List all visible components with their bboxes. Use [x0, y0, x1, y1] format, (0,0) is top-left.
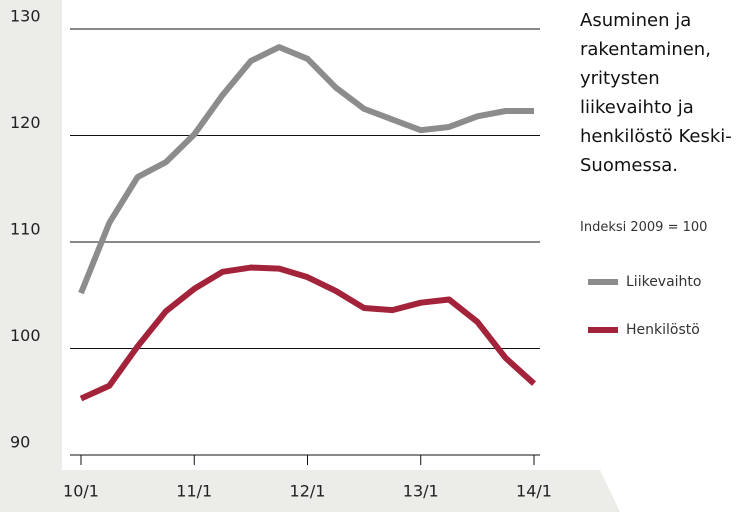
legend-item: Henkilöstö: [588, 322, 700, 338]
chart-subtitle: Indeksi 2009 = 100: [580, 220, 708, 235]
x-tick-label: 13/1: [403, 482, 439, 501]
axis-band: [40, 470, 620, 512]
y-tick-label: 110: [10, 220, 41, 239]
x-tick-label: 12/1: [290, 482, 326, 501]
y-tick-label: 90: [10, 433, 30, 452]
y-tick-label: 100: [10, 326, 41, 345]
data-line: [79, 264, 537, 402]
legend-swatch: [588, 279, 618, 285]
x-tick-label: 11/1: [176, 482, 212, 501]
legend-item: Liikevaihto: [588, 274, 701, 290]
legend-swatch: [588, 327, 618, 333]
x-tick-label: 10/1: [63, 482, 99, 501]
data-line: [78, 44, 534, 295]
legend-label: Liikevaihto: [626, 274, 702, 290]
chart-title: Asuminen ja rakentaminen, yritysten liik…: [580, 10, 732, 176]
legend-label: Henkilöstö: [626, 322, 700, 338]
y-tick-label: 130: [10, 7, 41, 26]
y-tick-label: 120: [10, 113, 41, 132]
axis-band: [0, 0, 62, 512]
x-tick-label: 14/1: [516, 482, 552, 501]
